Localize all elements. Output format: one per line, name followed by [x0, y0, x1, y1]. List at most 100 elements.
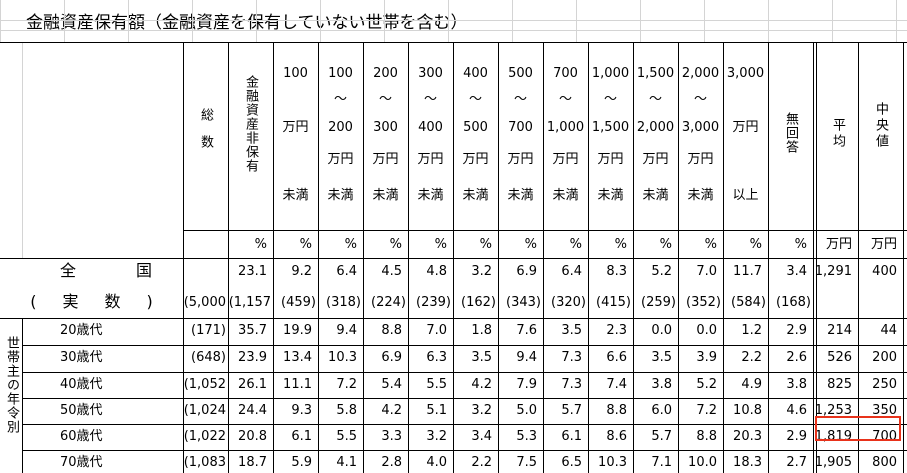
- cell: 5.7: [561, 403, 582, 418]
- cell: 20.8: [238, 429, 267, 444]
- header: 500: [463, 120, 488, 135]
- header: 500: [508, 66, 533, 81]
- header: 万円: [642, 152, 669, 167]
- cell: 4.1: [336, 455, 357, 470]
- cell: 825: [827, 377, 852, 392]
- header: 2,000: [636, 120, 675, 135]
- cell: 2.9: [786, 323, 807, 338]
- cell: 6.4: [561, 264, 582, 279]
- header: ～: [468, 92, 482, 107]
- unit: %: [524, 237, 537, 252]
- border: [588, 42, 589, 473]
- cell: (259): [641, 295, 676, 310]
- cell: 5.8: [336, 403, 357, 418]
- cell: 26.1: [238, 377, 267, 392]
- cell: 11.1: [283, 377, 312, 392]
- cell: 7.3: [561, 377, 582, 392]
- grid-line: [22, 42, 23, 258]
- header: 万円: [732, 120, 759, 135]
- header: 平均: [830, 118, 845, 150]
- unit: %: [794, 237, 807, 252]
- border: [183, 42, 184, 473]
- cell: 400: [872, 264, 897, 279]
- header: 1,000: [546, 120, 585, 135]
- cell: 3.9: [696, 350, 717, 365]
- grid-line: [192, 0, 193, 42]
- row-label: (実数): [30, 292, 179, 311]
- cell: 44: [880, 323, 897, 338]
- unit: %: [704, 237, 717, 252]
- cell: 4.5: [381, 264, 402, 279]
- border: [228, 42, 229, 473]
- cell: (318): [326, 295, 361, 310]
- cell: 5.7: [651, 429, 672, 444]
- cell: 5.2: [651, 264, 672, 279]
- unit: %: [569, 237, 582, 252]
- row-label: 30歳代: [60, 350, 103, 365]
- cell: 214: [827, 323, 852, 338]
- cell: 4.8: [426, 264, 447, 279]
- header: 100: [283, 66, 308, 81]
- grid-line: [576, 0, 577, 42]
- highlight-box: [815, 416, 901, 441]
- cell: (415): [596, 295, 631, 310]
- cell: 11.7: [733, 264, 762, 279]
- cell: (171): [191, 323, 226, 338]
- cell: 3.5: [651, 350, 672, 365]
- cell: 18.7: [238, 455, 267, 470]
- header: 中央値: [873, 102, 888, 150]
- unit: 万円: [825, 237, 852, 252]
- cell: (168): [776, 295, 811, 310]
- header: 総数: [198, 108, 213, 162]
- header: 400: [418, 120, 443, 135]
- cell: 10.3: [598, 455, 627, 470]
- grid-line: [512, 0, 513, 42]
- border: [22, 318, 23, 473]
- cell: 350: [872, 403, 897, 418]
- cell: 6.9: [516, 264, 537, 279]
- header: 未満: [687, 188, 714, 203]
- grid-line: [0, 30, 907, 31]
- cell: 526: [827, 350, 852, 365]
- cell: 13.4: [283, 350, 312, 365]
- cell: 5.5: [336, 429, 357, 444]
- header: 3,000: [726, 66, 765, 81]
- cell: 3.4: [786, 264, 807, 279]
- cell: 1,291: [814, 264, 852, 279]
- cell: 3.3: [381, 429, 402, 444]
- cell: 7.9: [516, 377, 537, 392]
- border: [453, 42, 454, 473]
- unit: %: [344, 237, 357, 252]
- cell: 8.8: [381, 323, 402, 338]
- grid-line: [704, 0, 705, 42]
- header: 未満: [327, 188, 354, 203]
- cell: 1.8: [471, 323, 492, 338]
- cell: 8.8: [606, 403, 627, 418]
- border: [408, 42, 409, 473]
- unit: %: [614, 237, 627, 252]
- cell: 5.4: [381, 377, 402, 392]
- header: 700: [508, 120, 533, 135]
- border: [22, 345, 907, 346]
- unit: 万円: [870, 237, 897, 252]
- cell: 24.4: [238, 403, 267, 418]
- border: [816, 42, 817, 473]
- cell: 1,253: [814, 403, 852, 418]
- cell: (239): [416, 295, 451, 310]
- header: 400: [463, 66, 488, 81]
- header: 万円: [597, 152, 624, 167]
- cell: 2.8: [381, 455, 402, 470]
- grid-line: [448, 0, 449, 42]
- border: [813, 42, 814, 473]
- unit: %: [254, 237, 267, 252]
- cell: (343): [506, 295, 541, 310]
- cell: 7.3: [561, 350, 582, 365]
- border: [363, 42, 364, 473]
- border: [183, 230, 907, 231]
- cell: 6.1: [561, 429, 582, 444]
- cell: 3.2: [471, 403, 492, 418]
- header: 3,000: [681, 120, 720, 135]
- grid-line: [256, 0, 257, 42]
- row-label: 60歳代: [60, 429, 103, 444]
- cell: 6.0: [651, 403, 672, 418]
